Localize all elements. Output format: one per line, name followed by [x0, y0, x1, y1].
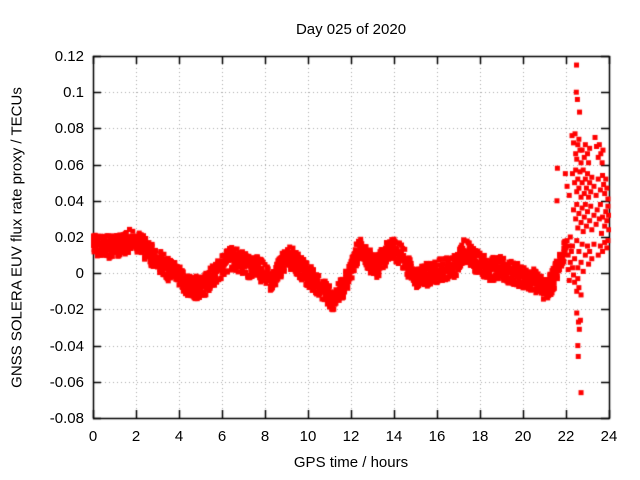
y-tick-label: 0.04 — [54, 192, 84, 210]
x-tick-label: 6 — [217, 428, 227, 445]
x-tick-label: 4 — [174, 428, 184, 445]
y-tick-label: 0.08 — [54, 120, 84, 138]
x-tick-label: 8 — [260, 428, 270, 445]
chart-title: Day 025 of 2020 — [295, 21, 407, 38]
y-tick-label: -0.06 — [49, 373, 84, 391]
x-tick-label: 2 — [131, 428, 141, 445]
x-tick-label: 24 — [600, 428, 618, 445]
x-axis-label: GPS time / hours — [293, 454, 409, 471]
y-tick-label: -0.08 — [49, 410, 84, 427]
y-tick-label: 0.1 — [63, 84, 84, 102]
x-tick-label: 20 — [514, 428, 532, 445]
y-tick-label: 0.12 — [54, 48, 84, 65]
y-tick-label: 0.02 — [54, 229, 84, 246]
y-axis-label: GNSS SOLERA EUV flux rate proxy / TECUs — [8, 87, 26, 388]
y-tick-label: 0 — [75, 265, 84, 283]
y-tick-label: -0.02 — [49, 301, 84, 319]
x-tick-label: 14 — [385, 428, 403, 445]
x-tick-label: 10 — [299, 428, 317, 445]
x-tick-label: 0 — [88, 428, 98, 445]
y-tick-label: -0.04 — [49, 337, 84, 355]
x-tick-label: 18 — [471, 428, 489, 445]
x-tick-label: 12 — [342, 428, 360, 445]
x-tick-label: 16 — [428, 428, 446, 445]
x-tick-label: 22 — [557, 428, 575, 445]
y-tick-label: 0.06 — [54, 156, 84, 174]
